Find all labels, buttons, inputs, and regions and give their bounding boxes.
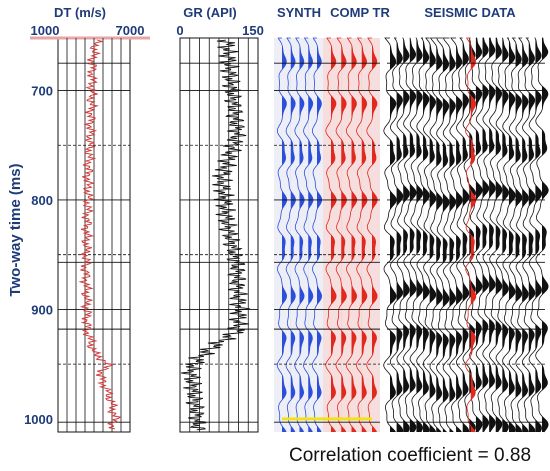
seismic-trace	[482, 37, 496, 433]
seismic-trace	[515, 37, 529, 433]
synth-track-title: SYNTH	[277, 5, 321, 20]
seismic-trace	[495, 37, 509, 433]
correlation-coefficient-label: Correlation coefficient = 0.88	[289, 445, 531, 466]
seismic-trace-fill	[442, 38, 450, 432]
seismic-trace-fill	[403, 38, 410, 432]
y-tick-label: 700	[31, 84, 53, 99]
seismic-trace	[409, 37, 424, 433]
seismic-trace-fill	[423, 38, 430, 432]
seismic-trace	[449, 37, 463, 433]
dt-curve	[78, 39, 122, 430]
seismic-trace	[396, 37, 410, 433]
gr-curve	[180, 39, 251, 431]
synth-trace	[294, 37, 305, 433]
seismic-track-title: SEISMIC DATA	[424, 5, 516, 20]
seismic-trace-fill	[456, 38, 463, 432]
seismic-trace-fill	[542, 38, 549, 432]
seismic-trace-fill	[416, 38, 423, 432]
seismic-comp-trace	[465, 37, 477, 433]
synth-track	[274, 37, 325, 433]
dt-max-label: 7000	[116, 23, 145, 38]
seismic-trace-fill	[495, 38, 502, 432]
comptr-trace-fill	[361, 38, 367, 432]
seismic-trace-fill	[535, 38, 542, 432]
synth-trace-fill	[317, 38, 322, 432]
y-tick-label: 800	[31, 193, 53, 208]
seismic-trace-fill	[508, 38, 516, 432]
synth-trace	[303, 37, 314, 433]
seismic-trace	[475, 37, 490, 433]
seismic-trace-fill	[502, 38, 509, 432]
comptr-track	[282, 37, 380, 433]
seismic-trace-fill	[462, 38, 469, 432]
gr-max-label: 150	[242, 23, 264, 38]
seismic-trace	[469, 37, 483, 433]
comptr-trace	[345, 37, 358, 433]
seismic-trace-fill	[475, 38, 483, 432]
synth-trace-fill	[308, 38, 313, 432]
gr-track	[179, 37, 259, 433]
seismic-trace	[455, 37, 470, 432]
seismic-trace	[423, 37, 437, 433]
seismic-trace-fill	[429, 38, 436, 432]
comptr-trace-fill	[341, 38, 347, 432]
seismic-trace	[429, 37, 443, 433]
synth-trace-fill	[282, 38, 287, 432]
dt-track	[30, 36, 150, 433]
seismic-trace	[502, 37, 516, 433]
gr-min-label: 0	[176, 23, 183, 38]
synth-trace	[311, 37, 323, 433]
seismic-trace	[436, 37, 450, 433]
comptr-trace-fill	[331, 38, 337, 432]
comptr-trace	[356, 37, 368, 433]
seismic-comp-trace-fill	[470, 38, 476, 432]
comptr-trace-fill	[372, 38, 378, 432]
seismic-trace	[522, 37, 536, 433]
seismic-trace	[383, 37, 397, 433]
seismic-trace	[508, 37, 523, 433]
comptr-trace	[325, 37, 337, 433]
seismic-trace	[535, 37, 549, 433]
y-axis-label: Two-way time (ms)	[7, 163, 24, 296]
synth-trace	[276, 37, 288, 433]
comptr-trace	[335, 37, 347, 433]
gr-track-title: GR (API)	[183, 5, 236, 20]
y-tick-labels: 700 800 900 1000	[24, 84, 53, 427]
seismic-track	[383, 37, 549, 433]
comptr-trace	[366, 37, 378, 433]
seismic-trace	[528, 37, 543, 433]
seismic-trace	[403, 37, 417, 433]
comptr-trace-fill	[351, 38, 357, 432]
synth-trace	[285, 37, 296, 433]
comptr-track-title: COMP TR	[330, 5, 390, 20]
y-tick-label: 900	[31, 302, 53, 317]
dt-track-title: DT (m/s)	[54, 5, 106, 20]
seismic-trace	[442, 37, 457, 433]
seismic-trace-fill	[522, 38, 529, 432]
synth-trace-fill	[290, 38, 296, 432]
dt-min-label: 1000	[31, 23, 60, 38]
seismic-trace	[389, 37, 404, 433]
seismic-trace	[416, 37, 430, 433]
seismic-trace	[489, 37, 503, 433]
seismic-trace-fill	[449, 38, 456, 432]
synth-trace-fill	[299, 38, 305, 432]
seismic-trace-fill	[390, 38, 397, 432]
seismic-trace-fill	[436, 38, 443, 432]
y-tick-label: 1000	[24, 412, 53, 427]
seismic-trace-fill	[409, 38, 417, 432]
seismic-trace-fill	[515, 38, 522, 432]
